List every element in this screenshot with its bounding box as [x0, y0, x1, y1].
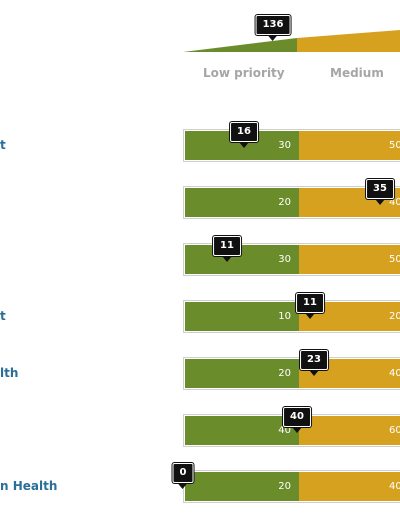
bar-medium-segment	[299, 131, 400, 160]
scale-medium-segment	[297, 30, 400, 52]
bar-medium-value: 40	[389, 481, 400, 492]
bar-low-value: 10	[278, 311, 291, 322]
bar-medium-segment	[299, 245, 400, 274]
count-marker: 11	[296, 293, 324, 313]
bar-medium-value: 40	[389, 368, 400, 379]
row-label[interactable]: n Health	[0, 479, 58, 493]
count-marker: 35	[366, 179, 394, 199]
bar-low-segment	[185, 472, 299, 501]
scale-low-label: Low priority	[203, 66, 285, 80]
bar-low-value: 30	[278, 140, 291, 151]
priority-bar: 20 40	[183, 470, 400, 503]
bar-low-segment	[185, 188, 299, 217]
bar-low-segment	[185, 416, 299, 445]
bar-low-segment	[185, 302, 299, 331]
row-label[interactable]: lth	[0, 366, 19, 380]
bar-medium-segment	[299, 416, 400, 445]
row-label[interactable]: t	[0, 138, 6, 152]
priority-bar: 10 20	[183, 300, 400, 333]
bar-low-value: 20	[278, 481, 291, 492]
bar-low-value: 20	[278, 197, 291, 208]
count-marker: 23	[300, 350, 328, 370]
bar-low-value: 40	[278, 425, 291, 436]
priority-scale-wedge	[183, 30, 400, 52]
bar-low-segment	[185, 245, 299, 274]
scale-medium-label: Medium	[330, 66, 384, 80]
bar-low-value: 20	[278, 368, 291, 379]
count-marker: 40	[283, 407, 311, 427]
count-marker: 0	[172, 463, 194, 483]
bar-medium-value: 50	[389, 254, 400, 265]
bar-low-value: 30	[278, 254, 291, 265]
count-marker: 16	[230, 122, 258, 142]
bar-medium-segment	[299, 472, 400, 501]
bar-low-segment	[185, 359, 299, 388]
priority-bar: 20 40	[183, 357, 400, 390]
scale-low-segment	[183, 38, 297, 52]
bar-medium-value: 50	[389, 140, 400, 151]
count-marker: 11	[213, 236, 241, 256]
row-label[interactable]: t	[0, 309, 6, 323]
priority-bar: 30 50	[183, 129, 400, 162]
scale-total-marker: 136	[255, 15, 291, 35]
bar-medium-value: 40	[389, 197, 400, 208]
bar-medium-value: 60	[389, 425, 400, 436]
bar-medium-value: 20	[389, 311, 400, 322]
